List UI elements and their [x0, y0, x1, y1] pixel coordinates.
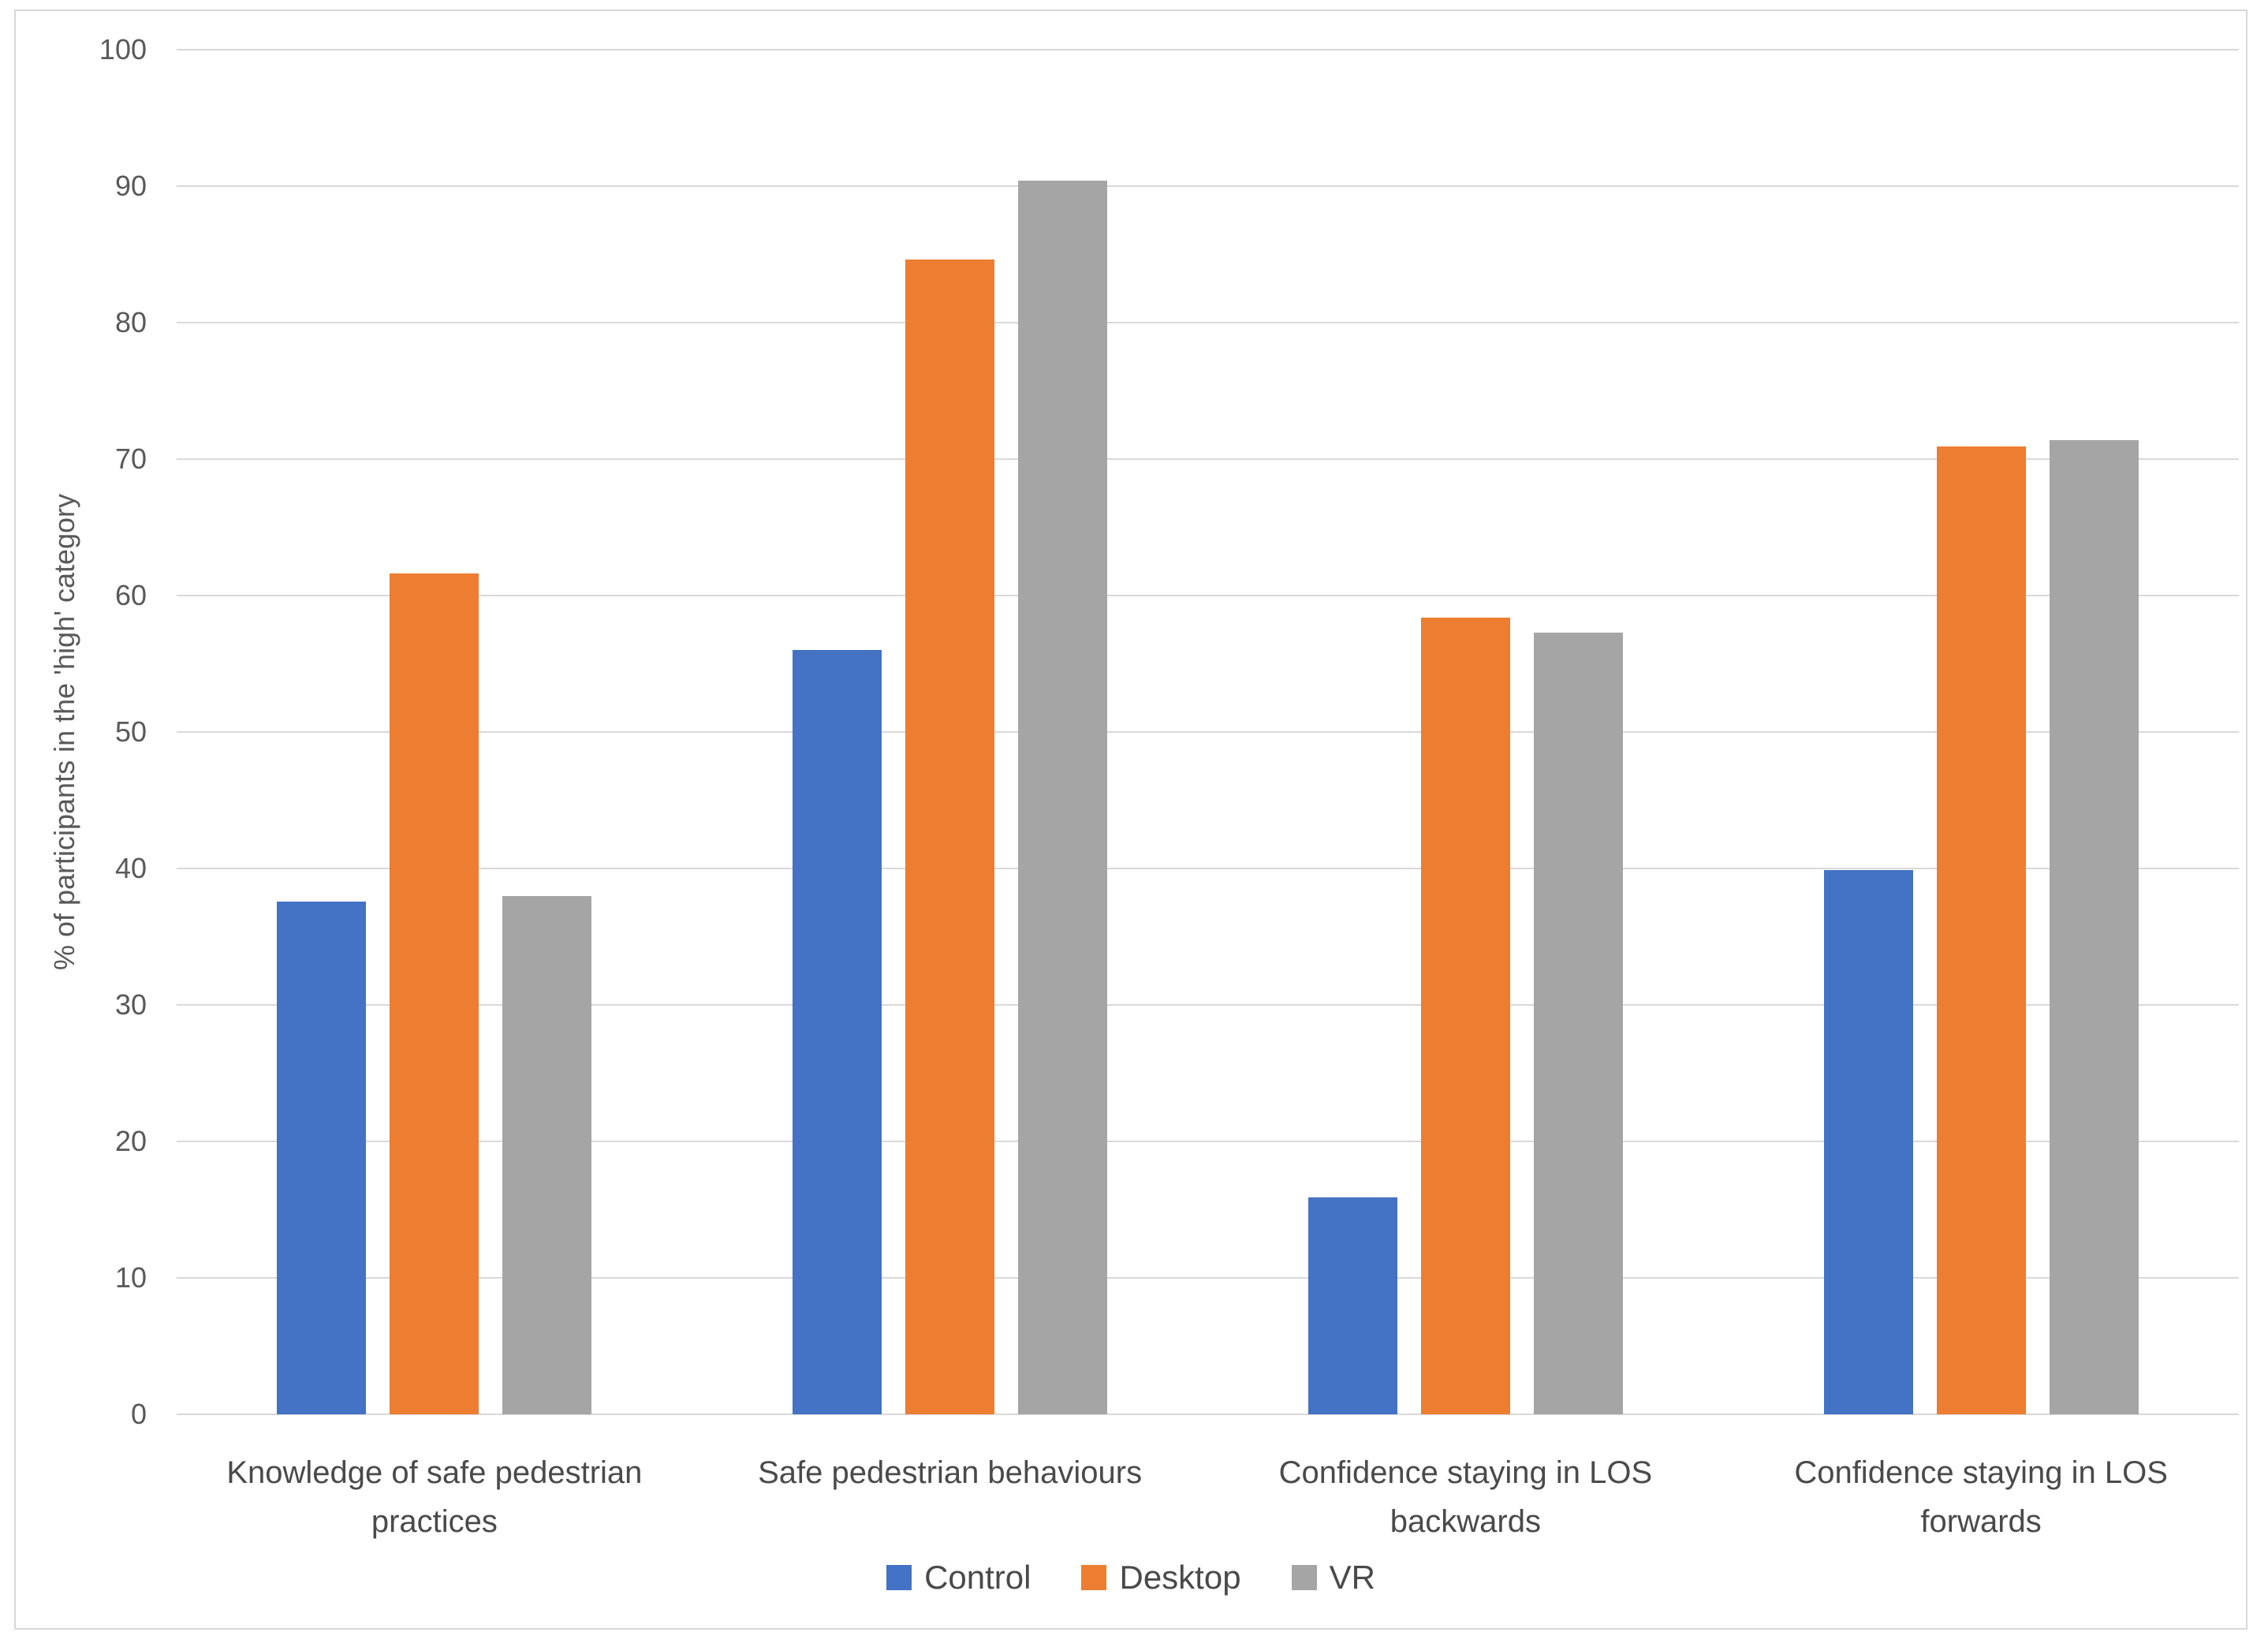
legend-item-vr: VR — [1291, 1559, 1375, 1597]
bar-vr — [1018, 181, 1108, 1414]
legend-swatch-icon — [1291, 1565, 1317, 1590]
legend-swatch-icon — [1081, 1565, 1107, 1590]
y-tick-label: 80 — [114, 306, 147, 338]
bar-desktop — [1936, 446, 2026, 1414]
y-tick-label: 70 — [114, 443, 147, 475]
y-tick-label: 30 — [114, 988, 147, 1021]
y-tick-label: 60 — [114, 579, 147, 611]
legend-label: VR — [1329, 1559, 1375, 1596]
legend: Control Desktop VR — [16, 1559, 2246, 1597]
x-category: Confidence staying in LOS backwards — [1208, 1448, 1724, 1546]
bar-desktop — [905, 260, 995, 1414]
gridline — [177, 868, 2239, 869]
gridline — [177, 595, 2239, 596]
chart-figure: % of participants in the 'high' category… — [14, 9, 2247, 1630]
bar-vr — [502, 895, 592, 1414]
bar-vr — [2049, 439, 2139, 1414]
bar-desktop — [390, 573, 479, 1414]
gridline — [177, 458, 2239, 460]
y-tick-label: 10 — [114, 1261, 147, 1294]
bar-vr — [1533, 632, 1623, 1414]
bar-desktop — [1420, 617, 1510, 1414]
gridline — [177, 49, 2239, 50]
bar-group — [177, 50, 692, 1414]
gridline — [177, 322, 2239, 323]
x-category-label: Confidence staying in LOS backwards — [1278, 1455, 1653, 1539]
x-axis-labels: Knowledge of safe pedestrian practices Sa… — [177, 1448, 2239, 1546]
x-category-label: Safe pedestrian behaviours — [758, 1455, 1143, 1490]
gridline — [177, 1004, 2239, 1006]
y-tick-label: 20 — [114, 1125, 147, 1157]
y-tick-label: 100 — [99, 33, 147, 65]
bar-group — [1723, 50, 2239, 1414]
x-category: Knowledge of safe pedestrian practices — [177, 1448, 692, 1546]
plot-area — [177, 49, 2239, 1415]
y-tick-label: 50 — [114, 715, 147, 748]
bar-control — [1307, 1197, 1397, 1414]
bar-group — [692, 50, 1208, 1414]
x-category-label: Confidence staying in LOS forwards — [1794, 1455, 2168, 1539]
bar-control — [793, 650, 882, 1414]
bar-control — [277, 901, 367, 1414]
bar-control — [1823, 869, 1913, 1414]
y-tick-label: 40 — [114, 852, 147, 884]
legend-label: Control — [924, 1559, 1031, 1596]
x-category: Confidence staying in LOS forwards — [1723, 1448, 2239, 1546]
x-category: Safe pedestrian behaviours — [692, 1448, 1208, 1546]
gridline — [177, 185, 2239, 187]
gridline — [177, 1414, 2239, 1415]
bar-group — [1208, 50, 1724, 1414]
y-tick-label: 90 — [114, 170, 147, 202]
legend-swatch-icon — [886, 1565, 912, 1590]
legend-item-control: Control — [886, 1559, 1031, 1597]
legend-label: Desktop — [1119, 1559, 1241, 1596]
y-tick-label: 0 — [130, 1398, 147, 1430]
legend-item-desktop: Desktop — [1081, 1559, 1241, 1597]
gridline — [177, 731, 2239, 733]
gridline — [177, 1141, 2239, 1142]
gridline — [177, 1277, 2239, 1279]
x-category-label: Knowledge of safe pedestrian practices — [226, 1455, 643, 1539]
